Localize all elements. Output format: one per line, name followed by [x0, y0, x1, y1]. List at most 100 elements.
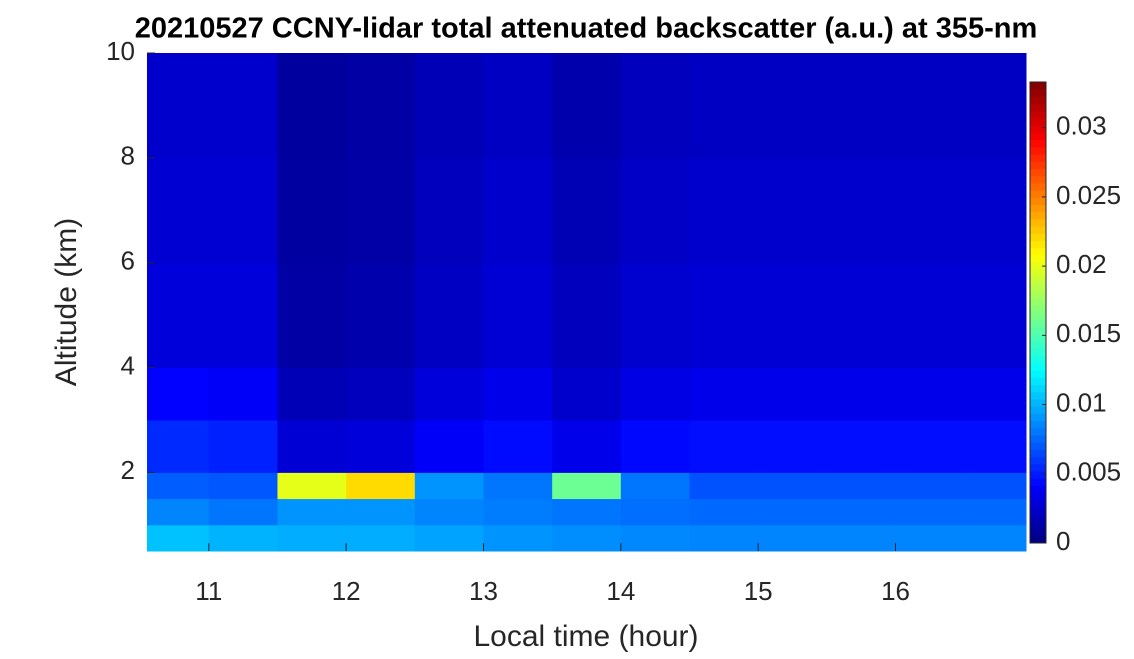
colorbar-step: [1030, 470, 1046, 479]
heatmap-cell: [964, 419, 1027, 473]
heatmap-cell: [964, 524, 1027, 552]
colorbar-step: [1030, 312, 1046, 321]
heatmap-cell: [689, 157, 759, 264]
heatmap-cell: [895, 157, 965, 264]
colorbar-step: [1030, 521, 1046, 530]
y-tick-label: 8: [121, 141, 135, 171]
heatmap-cell: [620, 524, 691, 552]
heatmap-cell: [758, 524, 828, 552]
heatmap-cell: [552, 53, 622, 159]
heatmap: [147, 53, 1027, 552]
heatmap-cell: [826, 157, 897, 264]
heatmap-cell: [758, 367, 828, 421]
heatmap-cell: [414, 262, 484, 369]
colorbar-step: [1030, 161, 1046, 169]
heatmap-cell: [964, 472, 1027, 500]
x-tick-label: 16: [881, 576, 910, 606]
heatmap-cell: [895, 498, 965, 526]
x-tick-label: 14: [606, 576, 635, 606]
colorbar-step: [1030, 456, 1046, 465]
heatmap-cell: [620, 367, 691, 421]
colorbar-step: [1030, 319, 1046, 328]
colorbar-step: [1030, 298, 1046, 306]
colorbar-step: [1030, 326, 1046, 335]
x-tick-label: 15: [744, 576, 773, 606]
colorbar-step: [1030, 146, 1046, 155]
colorbar-step: [1030, 132, 1046, 141]
heatmap-cell: [689, 262, 759, 369]
colorbar-step: [1030, 190, 1046, 198]
heatmap-cell: [483, 419, 553, 473]
heatmap-cell: [689, 498, 759, 526]
heatmap-cell: [552, 419, 622, 473]
heatmap-cell: [758, 53, 828, 159]
heatmap-cell: [964, 498, 1027, 526]
heatmap-cell: [964, 262, 1027, 369]
heatmap-cell: [620, 262, 691, 369]
heatmap-cell: [758, 498, 828, 526]
heatmap-cell: [826, 419, 897, 473]
colorbar-tick-label: 0.03: [1056, 111, 1107, 141]
colorbar-step: [1030, 334, 1046, 342]
colorbar-step: [1030, 175, 1046, 184]
heatmap-cell: [826, 367, 897, 421]
colorbar-step: [1030, 427, 1046, 436]
colorbar-step: [1030, 182, 1046, 191]
colorbar-step: [1030, 420, 1046, 429]
colorbar-step: [1030, 125, 1046, 133]
heatmap-cell: [620, 498, 691, 526]
colorbar-step: [1030, 449, 1046, 458]
colorbar: [1029, 81, 1047, 544]
heatmap-cell: [414, 472, 484, 500]
chart-title: 20210527 CCNY-lidar total attenuated bac…: [135, 13, 1038, 45]
colorbar-step: [1030, 204, 1046, 213]
heatmap-cell: [414, 367, 484, 421]
colorbar-step: [1030, 442, 1046, 450]
heatmap-cell: [483, 524, 553, 552]
heatmap-cell: [147, 472, 210, 500]
heatmap-cell: [277, 53, 347, 159]
heatmap-cell: [689, 367, 759, 421]
heatmap-cell: [346, 524, 416, 552]
heatmap-cell: [147, 498, 210, 526]
colorbar-step: [1030, 254, 1046, 263]
colorbar-tick-label: 0.02: [1056, 249, 1107, 279]
colorbar-step: [1030, 139, 1046, 148]
x-axis-label: Local time (hour): [473, 620, 698, 653]
heatmap-cell: [964, 157, 1027, 264]
heatmap-cell: [346, 419, 416, 473]
heatmap-cell: [277, 157, 347, 264]
colorbar-step: [1030, 290, 1046, 299]
colorbar-step: [1030, 514, 1046, 522]
colorbar-step: [1030, 485, 1046, 494]
heatmap-cell: [208, 524, 278, 552]
colorbar-step: [1030, 535, 1046, 544]
colorbar-step: [1030, 82, 1046, 90]
colorbar-step: [1030, 406, 1046, 414]
colorbar-step: [1030, 384, 1046, 393]
heatmap-cell: [689, 419, 759, 473]
colorbar-tick-label: 0.005: [1056, 457, 1121, 487]
heatmap-cell: [208, 157, 278, 264]
colorbar-step: [1030, 276, 1046, 285]
heatmap-cell: [414, 498, 484, 526]
heatmap-cell: [895, 419, 965, 473]
heatmap-cell: [758, 262, 828, 369]
heatmap-cell: [346, 498, 416, 526]
colorbar-step: [1030, 478, 1046, 486]
colorbar-step: [1030, 233, 1046, 241]
heatmap-cell: [208, 498, 278, 526]
heatmap-cell: [346, 262, 416, 369]
colorbar-step: [1030, 218, 1046, 227]
heatmap-cell: [147, 367, 210, 421]
y-tick-label: 4: [121, 350, 135, 380]
heatmap-cell: [620, 157, 691, 264]
colorbar-tick-label: 0.01: [1056, 387, 1107, 417]
colorbar-step: [1030, 211, 1046, 220]
heatmap-cell: [826, 498, 897, 526]
heatmap-cell: [483, 53, 553, 159]
heatmap-cell: [208, 367, 278, 421]
heatmap-cell: [147, 157, 210, 264]
